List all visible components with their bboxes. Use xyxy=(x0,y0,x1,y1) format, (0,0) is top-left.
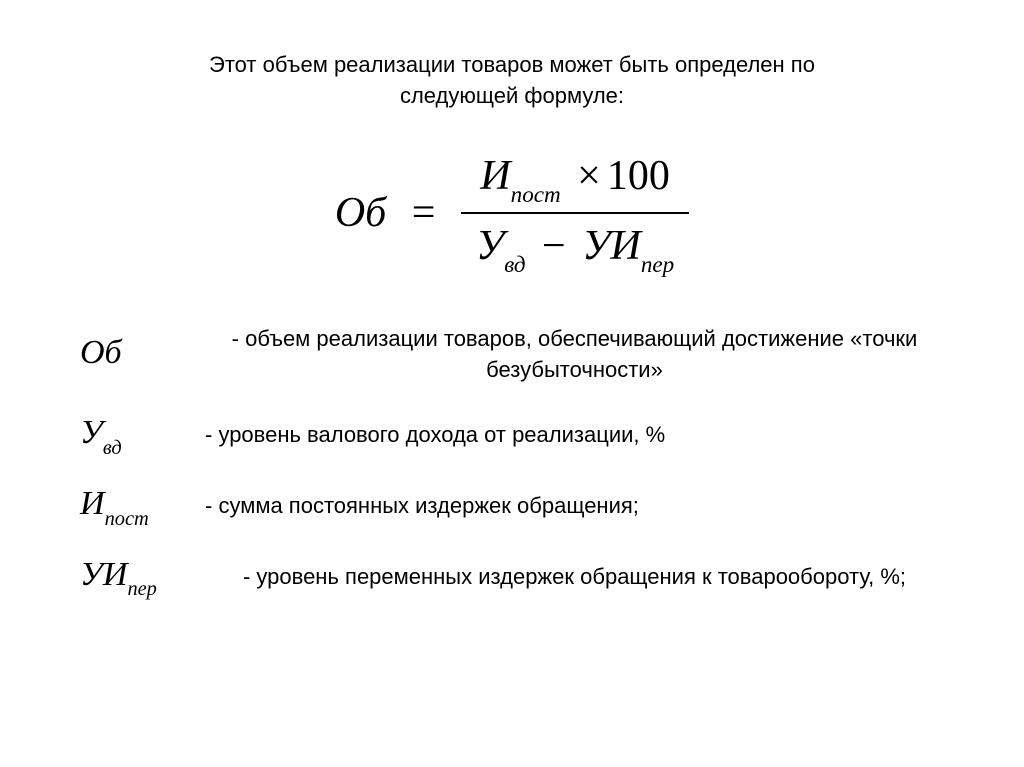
definition-row: Увд - уровень валового дохода от реализа… xyxy=(80,414,944,457)
def-symbol-sub: вд xyxy=(103,437,122,459)
formula: Об = Ипост ×100 Увд − УИпер xyxy=(335,152,689,275)
formula-denominator: Увд − УИпер xyxy=(461,214,689,274)
intro-line2: следующей формуле: xyxy=(400,83,624,108)
def-symbol-ipost: Ипост xyxy=(80,485,190,528)
definitions-list: Об - объем реализации товаров, обеспечив… xyxy=(80,324,944,598)
def-text: - уровень валового дохода от реализации,… xyxy=(205,420,665,451)
formula-numerator: Ипост ×100 xyxy=(461,152,689,214)
numerator-sub: пост xyxy=(511,181,561,207)
def-symbol-main: УИ xyxy=(80,556,127,593)
def-symbol-sub: пер xyxy=(127,578,156,600)
def-symbol-uvd: Увд xyxy=(80,414,190,457)
denom-left-main: У xyxy=(476,223,504,269)
def-text: - сумма постоянных издержек обращения; xyxy=(205,491,639,522)
def-symbol-ob: Об xyxy=(80,334,190,377)
formula-equals: = xyxy=(412,189,436,237)
def-text: - объем реализации товаров, обеспечивающ… xyxy=(205,324,944,386)
formula-fraction: Ипост ×100 Увд − УИпер xyxy=(461,152,689,275)
intro-line1: Этот объем реализации товаров может быть… xyxy=(209,52,815,77)
formula-lhs: Об xyxy=(335,189,386,237)
formula-container: Об = Ипост ×100 Увд − УИпер xyxy=(80,152,944,275)
def-symbol-main: Об xyxy=(80,334,122,371)
def-symbol-uiper: УИпер xyxy=(80,556,190,599)
def-symbol-main: У xyxy=(80,414,103,451)
def-symbol-main: И xyxy=(80,485,105,522)
denom-left-sub: вд xyxy=(504,251,525,277)
denom-right-sub: пер xyxy=(641,251,674,277)
lhs-main: Об xyxy=(335,190,386,236)
numerator-mult: × xyxy=(577,153,601,199)
def-text: - уровень переменных издержек обращения … xyxy=(205,562,944,593)
numerator-const: 100 xyxy=(607,153,670,199)
denom-minus: − xyxy=(542,223,566,269)
definition-row: Об - объем реализации товаров, обеспечив… xyxy=(80,324,944,386)
definition-row: УИпер - уровень переменных издержек обра… xyxy=(80,556,944,599)
def-symbol-sub: пост xyxy=(105,508,149,530)
definition-row: Ипост - сумма постоянных издержек обраще… xyxy=(80,485,944,528)
denom-right-main: УИ xyxy=(582,223,641,269)
intro-text: Этот объем реализации товаров может быть… xyxy=(80,50,944,112)
numerator-main: И xyxy=(480,153,510,199)
